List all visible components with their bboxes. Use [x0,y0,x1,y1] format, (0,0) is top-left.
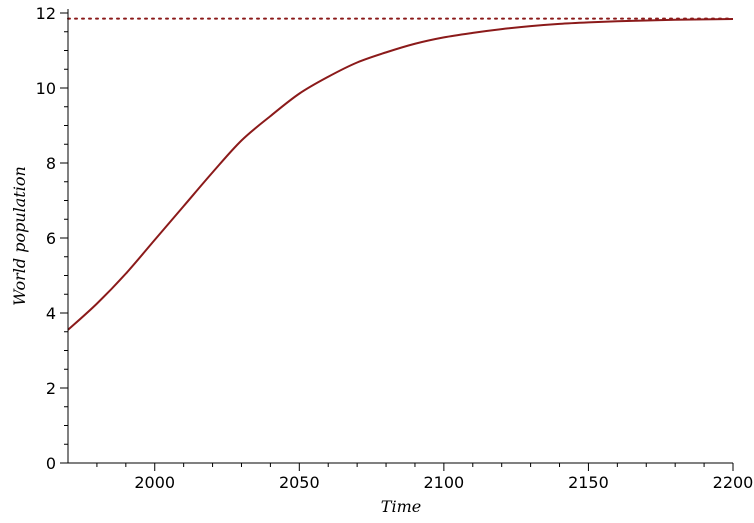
x-tick-label: 2050 [279,473,320,492]
x-tick-label: 2150 [568,473,609,492]
y-tick-label: 2 [46,379,56,398]
x-axis-title: Time [381,497,421,516]
y-tick-label: 12 [36,4,56,23]
y-tick-label: 0 [46,454,56,473]
x-tick-label: 2200 [713,473,754,492]
chart-marks [67,17,734,331]
chart-axes: 2000 2050 2100 2150 2200 0 2 4 6 8 10 12 [36,4,754,492]
x-tick-label: 2100 [424,473,465,492]
y-tick-label: 4 [46,304,56,323]
x-tick-label: 2000 [134,473,175,492]
y-tick-label: 8 [46,154,56,173]
y-tick-label: 6 [46,229,56,248]
y-tick-label: 10 [36,79,56,98]
population-curve [67,18,734,331]
y-axis-title: World population [10,166,29,306]
